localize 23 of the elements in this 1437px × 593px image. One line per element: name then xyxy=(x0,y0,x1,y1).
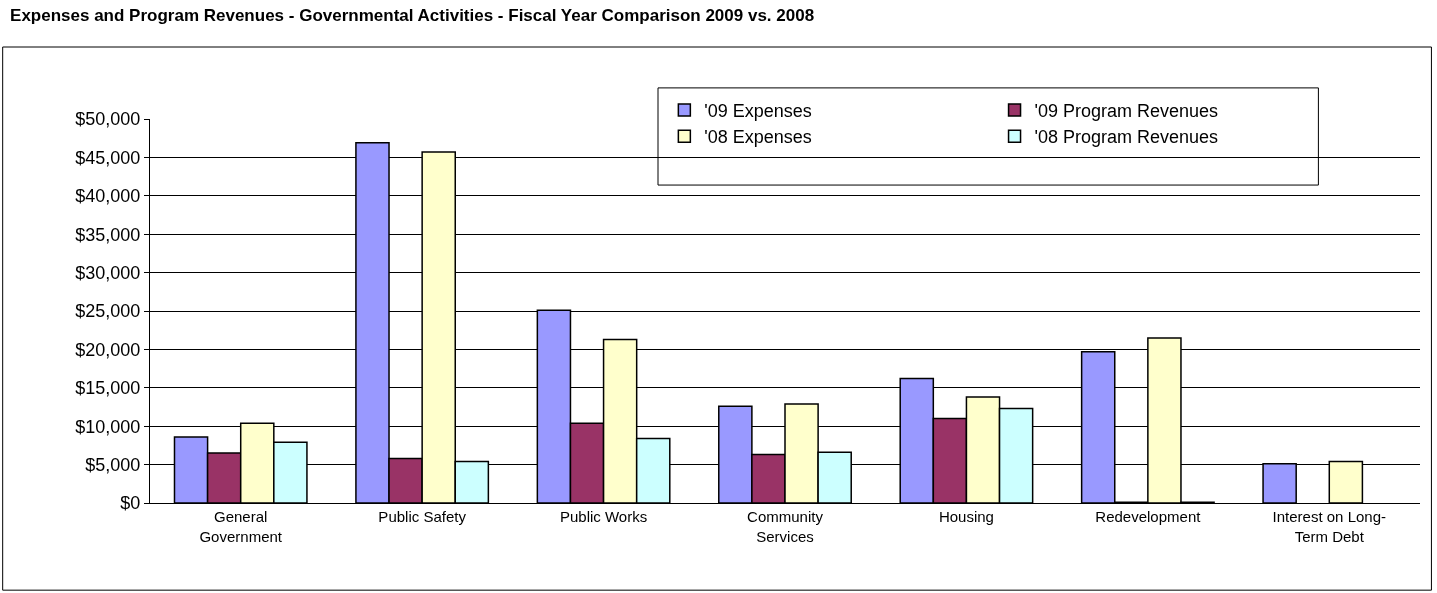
legend-label: '08 Expenses xyxy=(704,127,812,148)
y-tick-label: $5,000 xyxy=(85,454,141,475)
y-tick-label: $0 xyxy=(120,493,141,514)
chart-title: Expenses and Program Revenues - Governmental Activities - Fiscal Year Comparison 2009 vs. 2008 xyxy=(10,5,815,25)
x-tick-label: Interest on Long-Term Debt xyxy=(1272,508,1386,545)
y-tick-label: $10,000 xyxy=(75,416,141,437)
legend-label: '08 Program Revenues xyxy=(1034,127,1219,148)
y-tick-label: $35,000 xyxy=(75,224,141,245)
y-tick-label: $30,000 xyxy=(75,262,141,283)
legend-label: '09 Expenses xyxy=(704,100,812,121)
y-tick-label: $40,000 xyxy=(75,186,141,207)
y-tick-label: $25,000 xyxy=(75,301,141,322)
x-tick-label: Public Works xyxy=(559,508,648,525)
x-tick-label: Community Services xyxy=(747,508,824,545)
legend-label: '09 Program Revenues xyxy=(1034,100,1219,121)
x-tick-label: Public Safety xyxy=(378,508,467,525)
x-tick-label: Housing xyxy=(938,508,994,525)
y-tick-label: $45,000 xyxy=(75,147,141,168)
x-tick-label: Redevelopment xyxy=(1095,508,1202,525)
y-tick-label: $50,000 xyxy=(75,109,141,130)
x-tick-label: General Government xyxy=(199,508,283,545)
y-tick-label: $15,000 xyxy=(75,378,141,399)
y-tick-label: $20,000 xyxy=(75,339,141,360)
